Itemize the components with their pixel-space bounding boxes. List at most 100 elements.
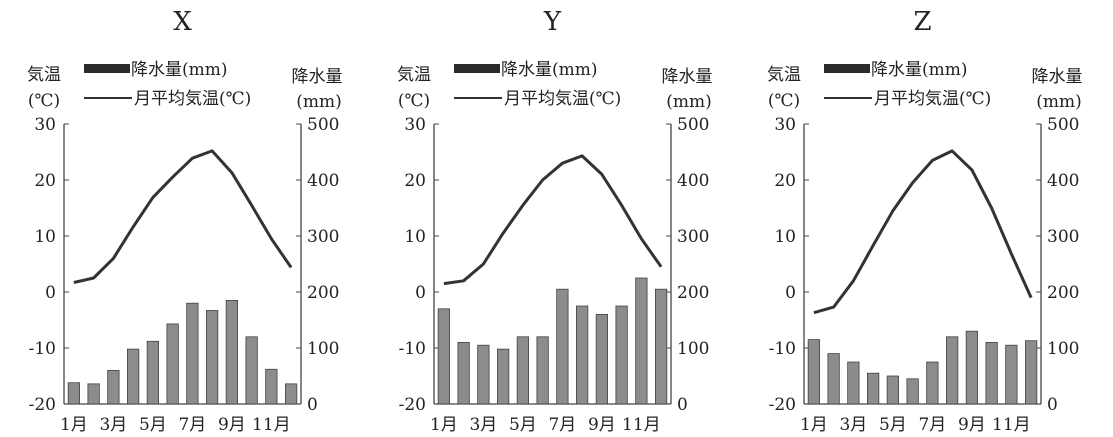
x-tick-label: 1月 <box>60 415 88 435</box>
precip-bar-10月 <box>245 336 258 405</box>
right-axis-label-line1: 降水量 <box>1032 67 1083 87</box>
precip-bar-8月 <box>575 305 589 405</box>
left-tick-label: 30 <box>404 115 426 135</box>
chart-panel-x: X気温(℃)降水量(mm)降水量(mm)月平均気温(℃)3020100-10-2… <box>27 7 343 435</box>
precip-bar-7月 <box>186 302 199 405</box>
x-tick-label: 7月 <box>178 415 206 435</box>
precip-bar-1月 <box>807 339 821 405</box>
x-tick-label: 5月 <box>139 415 167 435</box>
left-axis-label-line1: 気温 <box>27 65 61 85</box>
left-tick-label: 30 <box>774 115 796 135</box>
right-tick-label: 100 <box>1047 339 1079 359</box>
left-tick-label: 30 <box>34 115 56 135</box>
left-tick-label: -10 <box>769 339 796 359</box>
precip-bar-9月 <box>225 299 239 405</box>
precip-bar-11月 <box>265 368 278 405</box>
legend-bar-label: 降水量(mm) <box>501 60 598 80</box>
left-tick-label: -20 <box>769 395 796 415</box>
precip-bar-3月 <box>847 361 860 405</box>
x-tick-label: 3月 <box>99 415 127 435</box>
precip-bar-2月 <box>87 383 100 405</box>
precip-bar-10月 <box>615 305 628 405</box>
left-tick-label: 10 <box>774 227 796 247</box>
x-tick-label: 9月 <box>588 415 616 435</box>
precip-bar-4月 <box>496 348 510 405</box>
x-tick-label: 11月 <box>252 415 291 435</box>
precip-bar-6月 <box>906 378 919 405</box>
precip-bar-10月 <box>985 341 998 405</box>
right-axis-label-line2: (mm) <box>296 92 342 112</box>
right-axis-label-line2: (mm) <box>1036 92 1082 112</box>
x-tick-label: 9月 <box>218 415 246 435</box>
left-tick-label: 10 <box>34 227 56 247</box>
precip-bar-5月 <box>516 336 530 405</box>
precip-bar-11月 <box>1005 344 1018 405</box>
legend-bar-label: 降水量(mm) <box>131 60 228 80</box>
left-tick-label: -10 <box>399 339 426 359</box>
precip-bar-12月 <box>284 383 298 405</box>
precip-bar-1月 <box>437 308 451 405</box>
left-tick-label: 0 <box>785 283 796 303</box>
right-axis-label-line2: (mm) <box>666 92 712 112</box>
right-tick-label: 100 <box>677 339 709 359</box>
legend-bar-swatch <box>84 64 130 73</box>
precip-bar-2月 <box>457 341 470 405</box>
precip-bar-9月 <box>595 313 609 405</box>
x-tick-label: 7月 <box>918 415 946 435</box>
precip-bar-9月 <box>965 330 979 405</box>
left-tick-label: 0 <box>45 283 56 303</box>
chart-title: X <box>173 7 192 37</box>
x-tick-label: 3月 <box>839 415 867 435</box>
precip-bar-3月 <box>477 344 490 405</box>
right-tick-label: 400 <box>1047 171 1079 191</box>
precip-bar-6月 <box>536 336 549 405</box>
chart-panel-z: Z気温(℃)降水量(mm)降水量(mm)月平均気温(℃)3020100-10-2… <box>767 7 1083 435</box>
precip-bar-5月 <box>146 340 160 405</box>
left-tick-label: -20 <box>29 395 56 415</box>
right-tick-label: 300 <box>1047 227 1079 247</box>
precip-bar-4月 <box>126 348 140 405</box>
right-tick-label: 500 <box>677 115 709 135</box>
x-tick-label: 5月 <box>879 415 907 435</box>
legend-bar-swatch <box>454 64 500 73</box>
x-tick-label: 9月 <box>958 415 986 435</box>
legend-bar-label: 降水量(mm) <box>871 60 968 80</box>
x-tick-label: 3月 <box>469 415 497 435</box>
right-tick-label: 0 <box>1047 395 1058 415</box>
right-tick-label: 0 <box>677 395 688 415</box>
left-axis-label-line2: (℃) <box>28 91 60 111</box>
chart-panel-y: Y気温(℃)降水量(mm)降水量(mm)月平均気温(℃)3020100-10-2… <box>397 7 713 435</box>
left-axis-label-line1: 気温 <box>767 65 801 85</box>
precip-bar-7月 <box>556 288 569 405</box>
precip-bar-2月 <box>827 353 840 405</box>
left-tick-label: -10 <box>29 339 56 359</box>
x-tick-label: 7月 <box>548 415 576 435</box>
right-tick-label: 500 <box>1047 115 1079 135</box>
precip-bar-5月 <box>886 375 900 405</box>
temperature-line <box>813 149 1033 315</box>
left-axis-label-line2: (℃) <box>768 91 800 111</box>
legend-line-label: 月平均気温(℃) <box>504 89 621 109</box>
x-tick-label: 1月 <box>800 415 828 435</box>
left-tick-label: 0 <box>415 283 426 303</box>
right-tick-label: 300 <box>677 227 709 247</box>
precip-bar-6月 <box>166 323 179 405</box>
legend-line-label: 月平均気温(℃) <box>134 89 251 109</box>
left-tick-label: 10 <box>404 227 426 247</box>
x-tick-label: 11月 <box>622 415 661 435</box>
right-axis-label-line1: 降水量 <box>292 67 343 87</box>
right-tick-label: 0 <box>307 395 318 415</box>
x-tick-label: 1月 <box>430 415 458 435</box>
temperature-line <box>443 154 663 286</box>
right-tick-label: 400 <box>677 171 709 191</box>
right-tick-label: 200 <box>1047 283 1079 303</box>
precip-bar-8月 <box>205 310 219 405</box>
right-tick-label: 200 <box>677 283 709 303</box>
legend-line-label: 月平均気温(℃) <box>874 89 991 109</box>
left-tick-label: 20 <box>34 171 56 191</box>
right-axis-label-line1: 降水量 <box>662 67 713 87</box>
precip-bar-12月 <box>1024 340 1038 405</box>
right-tick-label: 500 <box>307 115 339 135</box>
legend-bar-swatch <box>824 64 870 73</box>
precip-bar-11月 <box>635 277 648 405</box>
